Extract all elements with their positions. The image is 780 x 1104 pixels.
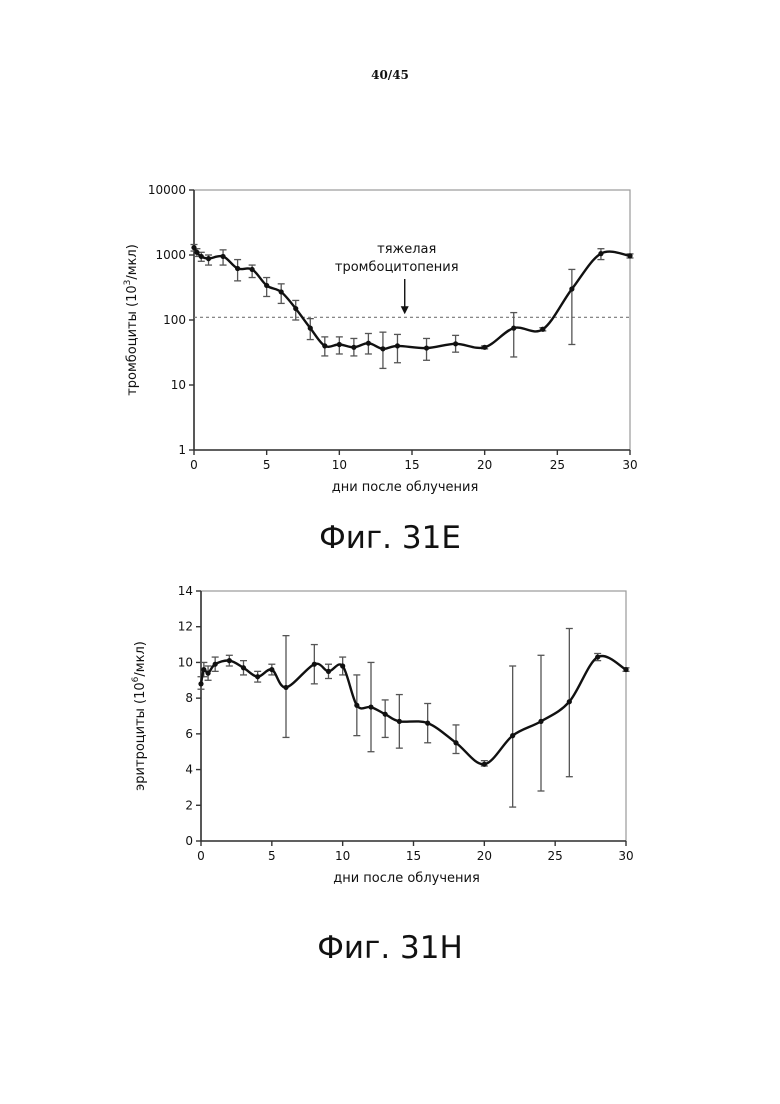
page-number: 40/45 xyxy=(0,68,780,82)
data-point xyxy=(269,667,274,672)
y-tick-label: 10 xyxy=(178,655,193,669)
y-tick-label: 12 xyxy=(178,620,193,634)
y-tick-label: 4 xyxy=(185,763,193,777)
data-point xyxy=(368,704,373,709)
plot-frame xyxy=(201,591,626,841)
data-point xyxy=(250,267,255,272)
data-point xyxy=(255,674,260,679)
data-point xyxy=(235,266,240,271)
y-axis-title-unit: /мкл) xyxy=(133,641,148,676)
platelet-chart: 1 10 100 1000 10000 0 5 10 15 20 25 30 дни после обл… xyxy=(0,170,780,510)
x-tick-label: 15 xyxy=(404,458,419,472)
data-point xyxy=(569,286,574,291)
data-point xyxy=(283,685,288,690)
data-point xyxy=(279,289,284,294)
y-axis-title: эритроциты (106/мкл) xyxy=(131,641,148,791)
x-tick-label: 30 xyxy=(618,849,633,863)
y-axis-title: тромбоциты (103/мкл) xyxy=(123,244,140,396)
data-point xyxy=(191,245,196,250)
x-tick-label: 10 xyxy=(335,849,350,863)
data-point xyxy=(322,343,327,348)
data-point xyxy=(623,667,628,672)
x-tick-label: 15 xyxy=(406,849,421,863)
plot-frame xyxy=(194,190,630,450)
data-point xyxy=(227,658,232,663)
x-tick-label: 20 xyxy=(477,458,492,472)
y-tick-label: 8 xyxy=(185,691,193,705)
data-point xyxy=(482,762,487,767)
x-tick-label: 0 xyxy=(190,458,198,472)
data-point xyxy=(540,327,545,332)
data-point xyxy=(595,654,600,659)
x-tick-label: 5 xyxy=(268,849,276,863)
x-tick-label: 20 xyxy=(477,849,492,863)
data-point xyxy=(354,703,359,708)
x-tick-label: 10 xyxy=(332,458,347,472)
x-tick-label: 0 xyxy=(197,849,205,863)
data-point xyxy=(264,283,269,288)
data-point xyxy=(453,341,458,346)
data-point xyxy=(482,345,487,350)
figure-caption-31e: Фиг. 31E xyxy=(0,520,780,556)
y-tick-label: 2 xyxy=(185,798,193,812)
data-point xyxy=(206,256,211,261)
y-tick-label: 100 xyxy=(163,313,186,327)
data-point xyxy=(510,733,515,738)
data-point xyxy=(627,253,632,258)
data-point xyxy=(538,719,543,724)
data-point xyxy=(351,345,356,350)
y-axis-title-main: эритроциты (10 xyxy=(133,682,148,791)
data-point xyxy=(425,721,430,726)
data-point xyxy=(397,719,402,724)
data-point xyxy=(598,251,603,256)
data-point xyxy=(213,662,218,667)
series-line xyxy=(201,656,626,764)
annotation-line-1: тяжелая xyxy=(377,242,436,257)
annotation-arrow-head xyxy=(401,306,409,314)
data-point xyxy=(241,665,246,670)
figure-caption-31h: Фиг. 31H xyxy=(0,930,780,966)
data-point xyxy=(366,341,371,346)
data-point xyxy=(293,306,298,311)
y-tick-label: 0 xyxy=(185,834,193,848)
x-tick-label: 5 xyxy=(263,458,271,472)
annotation-line-2: тромбоцитопения xyxy=(335,260,459,275)
x-axis-title: дни после облучения xyxy=(333,871,480,886)
erythrocyte-chart: 0 2 4 6 8 10 12 14 0 5 10 15 20 25 30 дни после облучен… xyxy=(0,575,780,905)
y-tick-label: 10 xyxy=(171,378,186,392)
data-point xyxy=(340,663,345,668)
data-point xyxy=(199,254,204,259)
data-point xyxy=(337,342,342,347)
y-tick-label: 6 xyxy=(185,727,193,741)
data-point xyxy=(220,254,225,259)
y-tick-label: 1000 xyxy=(155,248,186,262)
y-tick-label: 1 xyxy=(178,443,186,457)
data-point xyxy=(326,669,331,674)
data-point xyxy=(383,712,388,717)
data-point xyxy=(567,699,572,704)
data-point xyxy=(424,345,429,350)
data-point xyxy=(395,343,400,348)
data-point xyxy=(205,671,210,676)
y-axis-title-unit: /мкл) xyxy=(125,244,140,279)
data-point xyxy=(201,667,206,672)
x-tick-label: 25 xyxy=(550,458,565,472)
y-tick-label: 10000 xyxy=(148,183,186,197)
x-axis-title: дни после облучения xyxy=(332,480,479,495)
y-tick-label: 14 xyxy=(178,584,193,598)
x-tick-label: 25 xyxy=(548,849,563,863)
data-point xyxy=(194,250,199,255)
data-point xyxy=(511,326,516,331)
data-point xyxy=(308,326,313,331)
data-point xyxy=(453,740,458,745)
data-point xyxy=(380,346,385,351)
x-tick-label: 30 xyxy=(622,458,637,472)
data-point xyxy=(312,662,317,667)
data-point xyxy=(198,681,203,686)
y-axis-title-main: тромбоциты (10 xyxy=(125,285,140,395)
